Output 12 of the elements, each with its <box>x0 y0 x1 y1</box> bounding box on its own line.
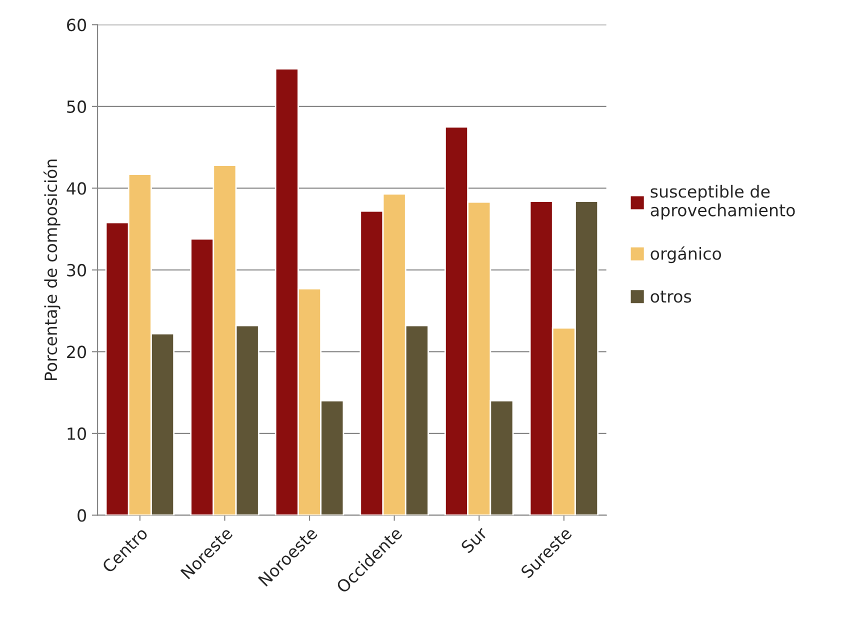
legend-label: otros <box>650 290 692 303</box>
y-tick-label: 40 <box>66 182 86 195</box>
y-axis-title: Porcentaje de composición <box>44 160 60 380</box>
legend-label: orgánico <box>650 246 722 264</box>
y-tick-label: 60 <box>67 18 86 32</box>
y-tick-label: 0 <box>78 509 86 522</box>
y-tick-label: 30 <box>67 264 86 277</box>
y-tick-label: 10 <box>68 427 86 440</box>
x-tick-label: Sur <box>460 526 488 554</box>
legend-label: susceptible de aprovechamiento <box>650 184 795 220</box>
y-tick-label: 20 <box>67 346 86 358</box>
y-tick-label: 50 <box>67 100 86 113</box>
